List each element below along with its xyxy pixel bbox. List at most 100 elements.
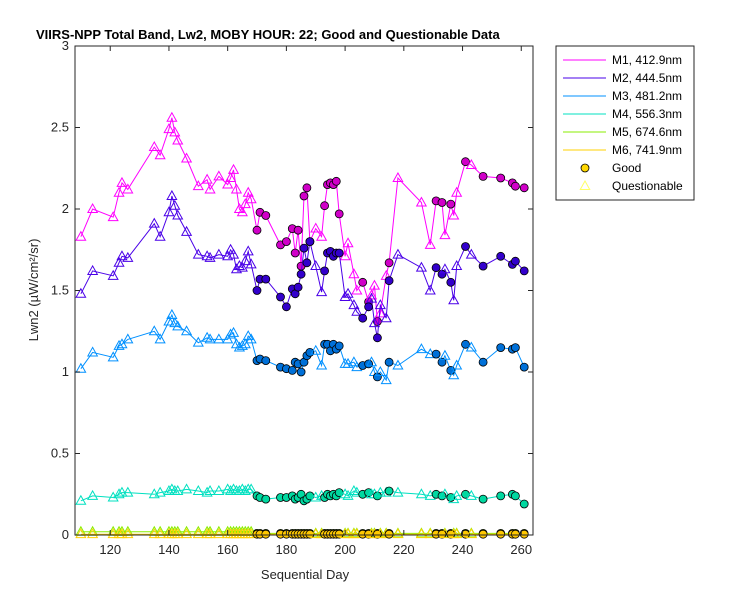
legend-label: M4, 556.3nm xyxy=(612,107,682,121)
good-point xyxy=(293,225,303,235)
y-axis-label: Lwn2 (µW/cm²/sr) xyxy=(26,239,41,342)
questionable-point xyxy=(439,349,451,360)
questionable-point xyxy=(392,172,404,183)
questionable-point xyxy=(75,230,87,241)
good-point xyxy=(261,356,271,366)
questionable-point xyxy=(348,268,360,279)
questionable-point xyxy=(166,189,178,200)
questionable-point xyxy=(201,486,213,497)
chart-title: VIIRS-NPP Total Band, Lw2, MOBY HOUR: 22… xyxy=(36,27,500,42)
legend-label: M5, 674.6nm xyxy=(612,125,682,139)
good-point xyxy=(511,256,520,266)
plot-area xyxy=(75,46,533,535)
legend-good-marker xyxy=(580,163,590,173)
good-point xyxy=(296,367,306,377)
good-point xyxy=(519,529,529,539)
questionable-point xyxy=(392,528,404,539)
questionable-point xyxy=(148,141,160,152)
questionable-point xyxy=(154,333,166,344)
questionable-point xyxy=(213,333,225,344)
questionable-point xyxy=(392,248,404,259)
good-point xyxy=(261,211,271,220)
questionable-point xyxy=(242,186,254,197)
good-point xyxy=(261,274,271,284)
good-point xyxy=(478,494,488,504)
questionable-point xyxy=(213,484,225,495)
series-2 xyxy=(75,189,529,343)
questionable-point xyxy=(339,290,351,302)
good-point xyxy=(384,529,394,539)
good-point xyxy=(511,343,520,353)
questionable-point xyxy=(192,528,204,539)
questionable-point xyxy=(392,359,404,370)
legend-entry: M3, 481.2nm xyxy=(563,89,682,103)
questionable-point xyxy=(348,299,360,310)
questionable-point xyxy=(448,493,460,504)
questionable-point xyxy=(180,528,193,539)
good-point xyxy=(519,499,529,509)
questionable-point xyxy=(239,338,251,349)
x-axis-label: Sequential Day xyxy=(261,567,350,582)
good-point xyxy=(478,357,488,367)
legend-box xyxy=(555,45,695,201)
legend-entry-good: Good xyxy=(580,161,641,175)
questionable-point xyxy=(172,484,184,495)
good-point xyxy=(384,357,394,367)
good-point xyxy=(293,282,303,292)
questionable-point xyxy=(424,284,436,295)
questionable-point xyxy=(180,483,193,494)
questionable-point xyxy=(116,250,128,261)
questionable-point xyxy=(87,264,99,275)
questionable-point xyxy=(365,356,378,367)
questionable-point xyxy=(163,206,175,217)
questionable-point xyxy=(233,260,246,271)
good-point xyxy=(437,357,447,367)
x-tick-label: 160 xyxy=(217,542,239,557)
legend-entry: M4, 556.3nm xyxy=(563,107,682,121)
good-point xyxy=(290,248,300,258)
legend-entry: M5, 674.6nm xyxy=(563,125,682,139)
good-point xyxy=(372,372,382,382)
questionable-point xyxy=(75,528,87,539)
questionable-point xyxy=(172,320,184,331)
questionable-point xyxy=(87,346,99,357)
questionable-point xyxy=(222,483,234,494)
questionable-point xyxy=(107,528,119,539)
questionable-point xyxy=(451,528,463,539)
good-point xyxy=(384,486,394,496)
questionable-point xyxy=(374,365,386,376)
questionable-point xyxy=(163,315,175,326)
questionable-point xyxy=(87,528,99,539)
good-point xyxy=(478,529,488,539)
y-tick-label: 2.5 xyxy=(51,120,69,135)
good-point xyxy=(511,181,520,191)
questionable-point xyxy=(169,126,181,137)
good-point xyxy=(358,277,368,287)
questionable-point xyxy=(166,483,178,494)
questionable-point xyxy=(225,328,237,339)
questionable-point xyxy=(113,186,125,197)
questionable-point xyxy=(166,308,178,319)
x-tick-label: 220 xyxy=(393,542,415,557)
good-point xyxy=(305,237,315,247)
legend-entry-questionable: Questionable xyxy=(579,179,683,193)
questionable-point xyxy=(113,488,125,499)
questionable-point xyxy=(75,494,87,505)
good-point xyxy=(461,339,470,349)
questionable-point xyxy=(236,483,248,494)
questionable-point xyxy=(201,331,213,342)
questionable-point xyxy=(365,292,378,303)
questionable-point xyxy=(415,261,428,272)
questionable-point xyxy=(180,325,193,336)
questionable-point xyxy=(236,206,248,217)
questionable-point xyxy=(448,294,460,305)
good-point xyxy=(252,225,262,235)
questionable-point xyxy=(122,528,134,539)
questionable-point xyxy=(225,243,237,254)
questionable-point xyxy=(154,528,166,539)
questionable-point xyxy=(107,211,119,222)
good-point xyxy=(437,491,447,501)
y-tick-label: 2 xyxy=(62,201,69,216)
questionable-point xyxy=(87,489,99,500)
good-point xyxy=(496,529,506,539)
